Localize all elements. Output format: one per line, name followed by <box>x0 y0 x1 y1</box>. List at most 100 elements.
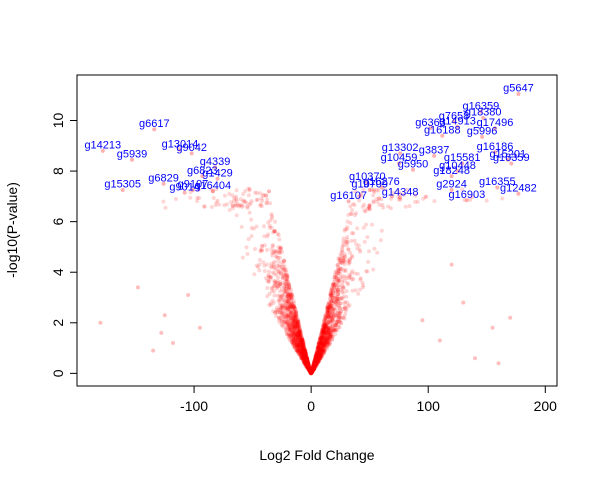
data-point <box>323 315 328 320</box>
data-point <box>291 314 296 319</box>
data-point <box>280 276 285 281</box>
data-point <box>307 366 312 371</box>
data-point <box>305 363 310 368</box>
data-point <box>259 248 264 252</box>
data-point <box>304 357 309 362</box>
data-point <box>300 348 305 353</box>
data-point <box>291 303 296 308</box>
data-point <box>322 330 327 335</box>
data-point <box>305 363 310 368</box>
data-point <box>336 267 341 272</box>
data-point <box>288 335 293 340</box>
data-point <box>318 337 323 342</box>
data-point <box>316 359 321 364</box>
data-point <box>314 362 319 367</box>
data-point <box>272 278 277 283</box>
data-point <box>303 359 308 364</box>
data-point <box>284 318 289 323</box>
data-point <box>283 270 288 275</box>
data-point <box>302 356 307 361</box>
data-point <box>314 358 319 363</box>
data-point <box>347 303 352 308</box>
data-point <box>283 277 288 282</box>
data-point <box>484 198 489 203</box>
data-point <box>310 368 315 373</box>
data-point <box>325 338 330 343</box>
data-point <box>161 199 166 204</box>
data-point <box>266 189 271 194</box>
data-point <box>324 330 329 335</box>
data-point <box>289 339 294 344</box>
data-point <box>315 346 320 351</box>
data-point <box>311 366 316 371</box>
data-point <box>322 337 327 342</box>
data-point <box>289 316 293 321</box>
data-point <box>289 311 294 316</box>
data-point <box>308 371 313 375</box>
data-point <box>270 243 275 248</box>
data-point <box>297 329 302 334</box>
data-point <box>308 369 313 374</box>
data-point <box>318 338 323 343</box>
data-point <box>306 362 310 367</box>
data-point <box>278 264 283 269</box>
data-point <box>322 318 327 323</box>
data-point <box>314 357 319 362</box>
data-point <box>334 322 339 327</box>
data-point <box>332 279 337 284</box>
data-point <box>299 334 304 339</box>
data-point <box>299 336 304 341</box>
data-point <box>333 323 338 328</box>
data-point <box>302 354 307 359</box>
data-point <box>309 371 314 375</box>
data-point <box>289 297 294 302</box>
data-point <box>322 350 327 355</box>
data-point <box>330 320 335 324</box>
data-point <box>249 226 254 230</box>
data-point <box>240 204 244 209</box>
data-point <box>267 225 272 230</box>
data-point <box>289 337 294 341</box>
data-point <box>330 311 335 315</box>
data-point <box>311 367 315 372</box>
data-point <box>262 269 267 273</box>
data-point <box>333 293 338 298</box>
data-point <box>330 310 335 315</box>
data-point <box>322 321 327 326</box>
data-point <box>292 327 296 332</box>
data-point <box>334 320 339 325</box>
data-point <box>275 280 280 285</box>
data-point <box>273 219 277 224</box>
data-point <box>295 324 300 329</box>
data-point <box>292 309 297 314</box>
data-point <box>322 348 327 353</box>
data-point <box>276 259 281 264</box>
data-point <box>304 355 309 360</box>
data-point <box>372 187 376 192</box>
data-point <box>313 361 318 366</box>
data-point <box>288 293 293 298</box>
data-point <box>283 281 288 286</box>
data-point <box>305 358 309 363</box>
data-point <box>307 367 312 372</box>
data-point <box>302 354 307 359</box>
data-point <box>318 332 323 337</box>
data-point <box>366 259 371 264</box>
gene-label: g5996 <box>467 126 498 138</box>
data-point <box>297 334 302 339</box>
data-point <box>310 368 314 373</box>
data-point <box>304 356 309 360</box>
data-point <box>306 365 311 370</box>
data-point <box>286 293 291 298</box>
data-point <box>315 353 320 358</box>
data-point <box>258 203 263 208</box>
data-point <box>423 194 428 199</box>
data-point <box>328 335 333 339</box>
data-point <box>314 355 318 360</box>
data-point <box>291 340 296 345</box>
data-point <box>271 300 276 305</box>
data-point <box>281 290 286 295</box>
data-point <box>314 363 319 368</box>
data-point <box>322 332 327 337</box>
data-point <box>317 358 322 363</box>
